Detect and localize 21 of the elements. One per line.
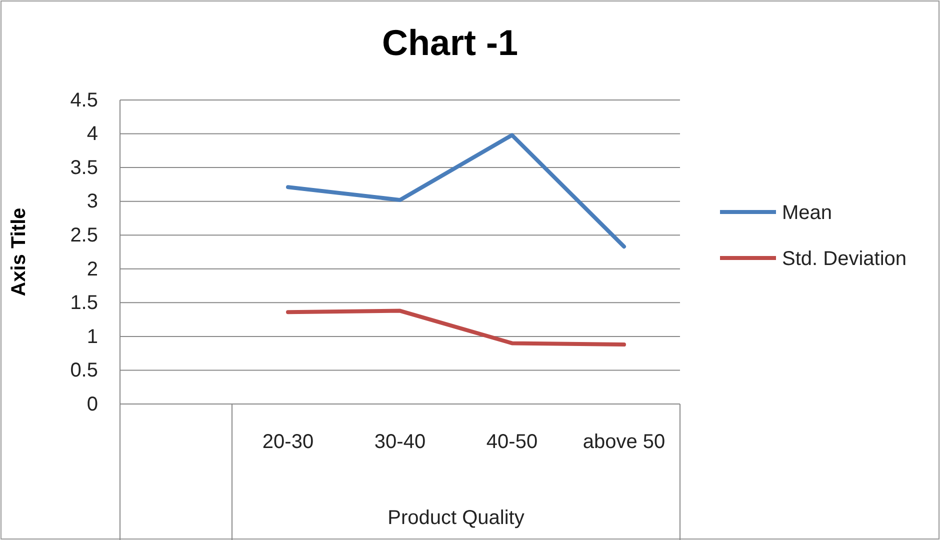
- y-tick-label: 0.5: [70, 360, 98, 382]
- y-tick-label: 4.5: [70, 89, 98, 112]
- x-tick-label: above 50: [582, 431, 666, 454]
- y-axis-title: Axis Title: [8, 208, 30, 296]
- y-tick-label: 0: [86, 393, 98, 416]
- chart-title: Chart -1: [382, 22, 518, 63]
- y-tick-label: 3: [86, 190, 98, 213]
- y-tick-label: 1: [86, 326, 98, 348]
- x-tick-label: 20-30: [262, 431, 314, 454]
- y-tick-label: 4: [86, 123, 98, 146]
- legend-label: Std. Deviation: [782, 248, 907, 270]
- y-tick-label: 1.5: [70, 292, 98, 314]
- x-tick-label: 30-40: [374, 431, 426, 454]
- x-tick-label: 40-50: [486, 431, 538, 454]
- y-tick-label: 2: [86, 258, 98, 280]
- legend-label: Mean: [782, 202, 832, 224]
- y-tick-label: 3.5: [70, 156, 98, 179]
- line-series: [286, 308, 626, 347]
- x-axis-title: Product Quality: [388, 507, 524, 529]
- y-tick-label: 2.5: [70, 224, 98, 247]
- line-series: [286, 133, 626, 249]
